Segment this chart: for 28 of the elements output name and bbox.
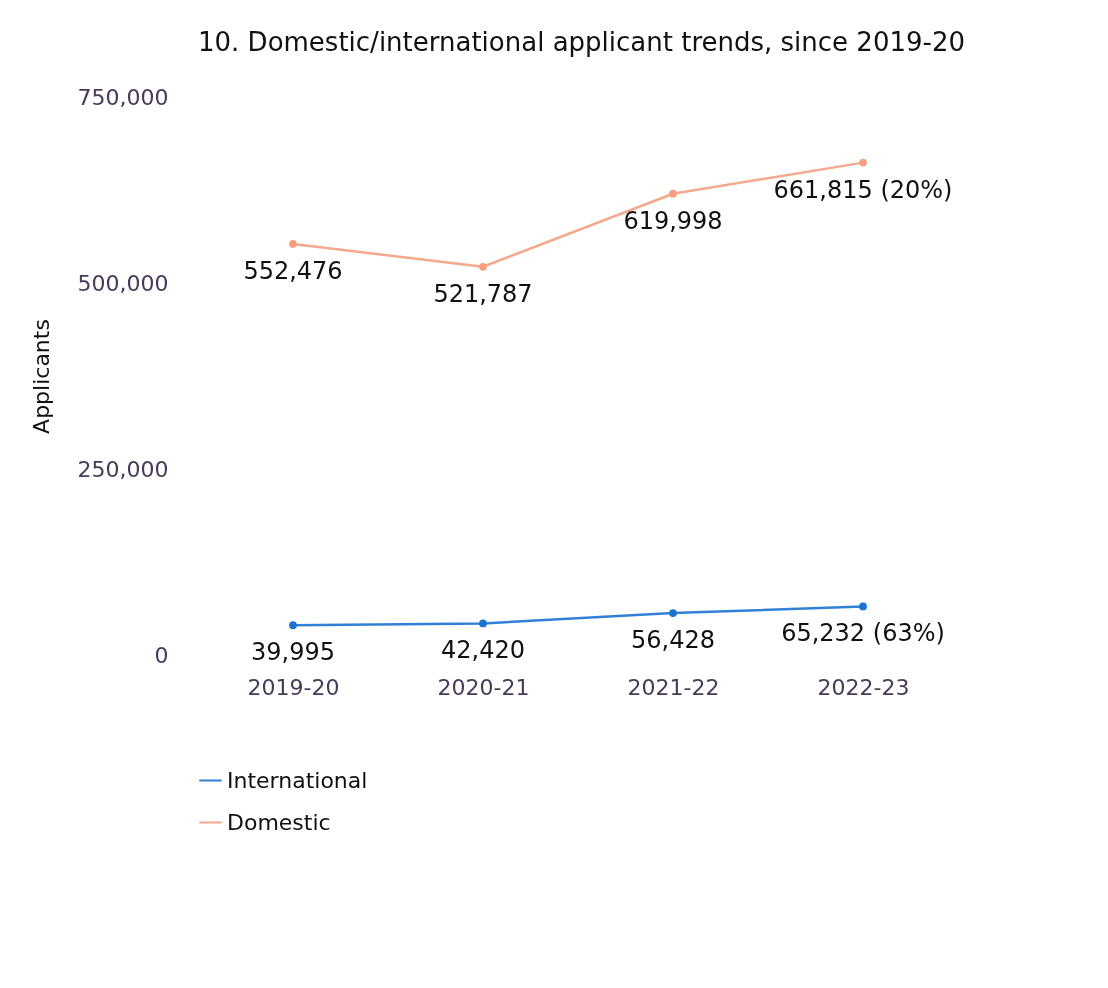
- point: [859, 158, 867, 167]
- y-tick-label: 250,000: [77, 456, 169, 482]
- legend-label: Domestic: [227, 809, 331, 835]
- data-label: 619,998: [623, 206, 723, 235]
- point: [479, 619, 487, 628]
- y-tick-label: 500,000: [77, 270, 169, 296]
- x-tick-label: 2021-22: [627, 674, 720, 700]
- y-axis-title: Applicants: [28, 319, 54, 434]
- point: [669, 189, 677, 198]
- data-label: 39,995: [251, 638, 335, 667]
- point: [669, 609, 677, 617]
- data-label: 56,428: [631, 626, 715, 655]
- point: [479, 262, 487, 271]
- x-tick-label: 2022-23: [817, 674, 910, 700]
- y-tick-label: 0: [154, 642, 169, 668]
- legend-label: International: [227, 767, 368, 793]
- data-label: 552,476: [243, 256, 343, 285]
- point: [289, 621, 297, 630]
- data-label: 521,787: [433, 279, 533, 308]
- data-label: 65,232 (63%): [781, 619, 945, 648]
- y-tick-label: 750,000: [77, 84, 169, 110]
- chart-title: 10. Domestic/international applicant trends, since 2019-20: [198, 27, 965, 57]
- x-tick-label: 2020-21: [437, 674, 530, 700]
- data-label: 42,420: [441, 636, 525, 665]
- point: [289, 240, 297, 248]
- x-tick-label: 2019-20: [247, 674, 340, 700]
- point: [859, 602, 867, 611]
- data-label: 661,815 (20%): [773, 175, 953, 204]
